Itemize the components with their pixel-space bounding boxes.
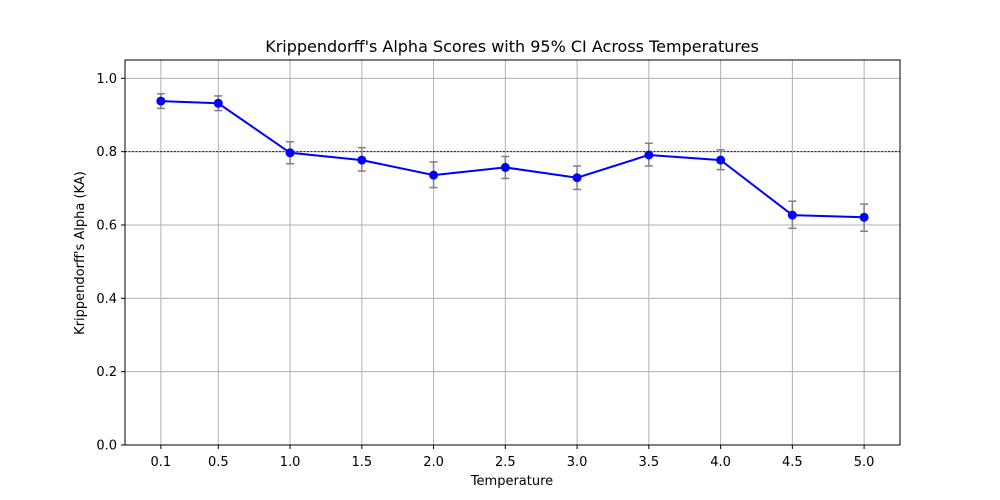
y-tick-label: 0.6 [96, 219, 117, 234]
x-tick-label: 2.5 [495, 455, 516, 470]
chart-title: Krippendorff's Alpha Scores with 95% CI … [265, 37, 759, 56]
x-tick-label: 1.0 [280, 455, 301, 470]
y-tick-label: 0.8 [96, 145, 117, 160]
x-axis-label: Temperature [470, 474, 553, 489]
x-tick-label: 1.5 [351, 455, 372, 470]
y-tick-label: 0.0 [96, 439, 117, 454]
x-tick-label: 3.0 [567, 455, 588, 470]
data-point [787, 210, 797, 220]
data-point [859, 212, 869, 222]
data-point [213, 98, 223, 108]
y-tick-label: 1.0 [96, 72, 117, 87]
series-line [160, 100, 865, 219]
grid [125, 60, 900, 446]
x-tick-label: 0.1 [151, 455, 172, 470]
x-tick-label: 2.0 [423, 455, 444, 470]
y-tick-label: 0.2 [96, 365, 117, 380]
x-tick-label: 3.5 [638, 455, 659, 470]
data-point [500, 162, 510, 172]
data-point [716, 155, 726, 165]
x-tick-label: 0.5 [208, 455, 229, 470]
x-tick-label: 4.5 [782, 455, 803, 470]
data-point [429, 170, 439, 180]
error-bars [156, 92, 869, 232]
x-tick-label: 4.0 [710, 455, 731, 470]
y-axis-ticks: 0.0 0.2 0.4 0.6 0.8 1.0 [96, 72, 125, 454]
data-point [285, 148, 295, 158]
data-point [156, 96, 166, 106]
data-point [357, 155, 367, 165]
y-axis-label: Krippendorff's Alpha (KA) [73, 171, 88, 335]
plot-frame [124, 59, 901, 446]
data-point [572, 173, 582, 183]
x-tick-label: 5.0 [854, 455, 875, 470]
data-point [644, 150, 654, 160]
series-layer [156, 96, 869, 222]
x-axis-ticks: 0.1 0.5 1.0 1.5 2.0 2.5 3.0 3.5 4.0 4.5 5.0 [151, 445, 875, 470]
y-tick-label: 0.4 [96, 292, 117, 307]
